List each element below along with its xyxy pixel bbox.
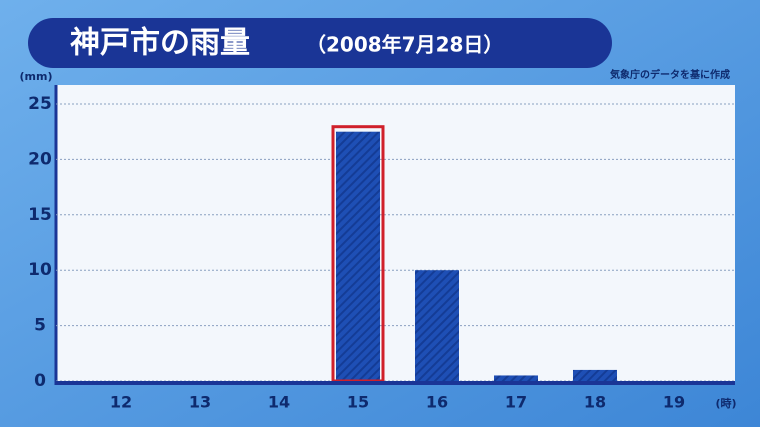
y-tick-label: 0: [34, 371, 46, 391]
bar: [494, 375, 538, 381]
x-tick-label: 15: [347, 393, 369, 412]
bar: [415, 270, 459, 381]
y-tick-label: 10: [28, 260, 52, 280]
y-tick-label: 5: [34, 316, 46, 336]
x-axis-label: (時): [715, 396, 736, 410]
y-axis-label: (mm): [20, 70, 53, 83]
x-tick-label: 12: [110, 393, 132, 412]
source-note: 気象庁のデータを基に作成: [609, 68, 730, 81]
y-tick-label: 15: [28, 205, 52, 225]
x-tick-label: 17: [505, 393, 527, 412]
bar: [573, 369, 617, 381]
y-tick-label: 25: [28, 94, 52, 114]
plot-area: [56, 85, 735, 385]
x-tick-label: 14: [268, 393, 290, 412]
x-tick-label: 19: [663, 393, 685, 412]
y-tick-label: 20: [28, 149, 52, 169]
title-pill: [28, 18, 612, 68]
x-tick-label: 18: [584, 393, 606, 412]
bar: [336, 131, 380, 381]
chart-subtitle: （2008年7月28日）: [306, 33, 503, 57]
x-tick-label: 16: [426, 393, 448, 412]
chart-title: 神戸市の雨量: [70, 26, 250, 61]
x-tick-label: 13: [189, 393, 211, 412]
